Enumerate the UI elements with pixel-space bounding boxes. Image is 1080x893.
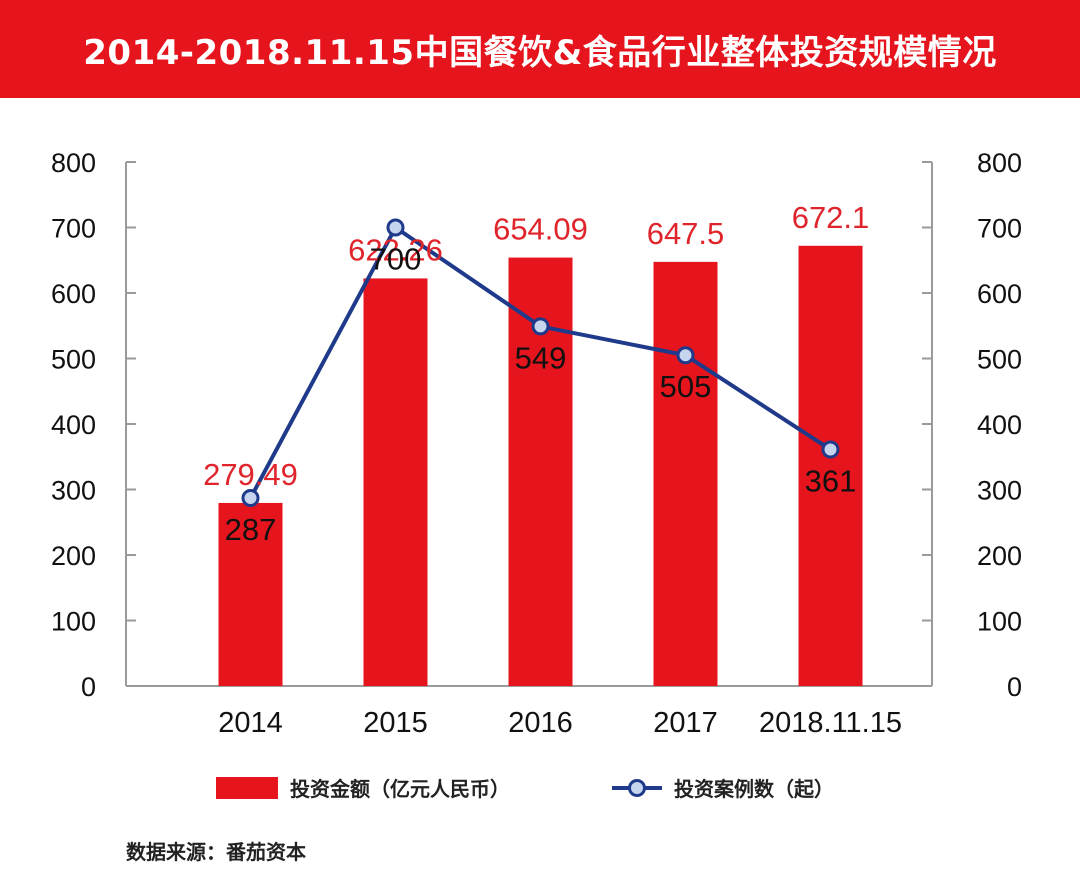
bar-value-label: 672.1 — [792, 200, 870, 235]
left-tick-label: 100 — [51, 607, 96, 637]
left-tick-label: 300 — [51, 476, 96, 506]
bar-value-label: 654.09 — [493, 212, 588, 247]
line-point-label: 549 — [515, 340, 567, 375]
line-point-label: 287 — [225, 512, 277, 547]
legend-bar-swatch — [216, 777, 278, 799]
line-point — [531, 317, 550, 336]
left-tick-label: 400 — [51, 410, 96, 440]
legend-line-marker — [628, 779, 646, 797]
right-tick-label: 800 — [977, 148, 1022, 178]
x-tick-label: 2014 — [218, 707, 283, 739]
left-tick-label: 700 — [51, 214, 96, 244]
right-tick-label: 300 — [977, 476, 1022, 506]
chart-title: 2014-2018.11.15中国餐饮&食品行业整体投资规模情况 — [83, 32, 997, 73]
bar — [363, 278, 428, 686]
left-tick-label: 600 — [51, 279, 96, 309]
legend-bar-label: 投资金额（亿元人民币） — [290, 777, 510, 801]
line-point — [241, 489, 260, 508]
left-tick-label: 800 — [51, 148, 96, 178]
bar — [653, 261, 718, 686]
bar-value-label: 622.26 — [348, 232, 443, 267]
x-tick-label: 2015 — [363, 707, 428, 739]
left-tick-label: 500 — [51, 345, 96, 375]
title-bar: 2014-2018.11.15中国餐饮&食品行业整体投资规模情况 — [0, 0, 1080, 98]
bar — [218, 502, 283, 686]
right-tick-label: 700 — [977, 214, 1022, 244]
data-source: 数据来源：番茄资本 — [126, 840, 306, 864]
line-point-label: 505 — [660, 369, 712, 404]
bar — [798, 245, 863, 686]
left-tick-label: 0 — [81, 672, 96, 702]
right-tick-label: 400 — [977, 410, 1022, 440]
line-point-label: 700 — [370, 242, 422, 277]
x-tick-label: 2018.11.15 — [759, 707, 902, 739]
right-tick-label: 0 — [1007, 672, 1022, 702]
bar-value-label: 647.5 — [647, 216, 725, 251]
line-point — [676, 346, 695, 365]
line-point-label: 361 — [805, 464, 857, 499]
right-tick-label: 100 — [977, 607, 1022, 637]
legend-line-label: 投资案例数（起） — [674, 777, 834, 801]
right-tick-label: 500 — [977, 345, 1022, 375]
right-tick-label: 200 — [977, 541, 1022, 571]
x-tick-label: 2016 — [508, 707, 573, 739]
right-tick-label: 600 — [977, 279, 1022, 309]
bar-value-label: 279.49 — [203, 457, 298, 492]
line-point — [386, 218, 405, 237]
line-point — [821, 440, 840, 459]
left-tick-label: 200 — [51, 541, 96, 571]
x-tick-label: 2017 — [653, 707, 718, 739]
